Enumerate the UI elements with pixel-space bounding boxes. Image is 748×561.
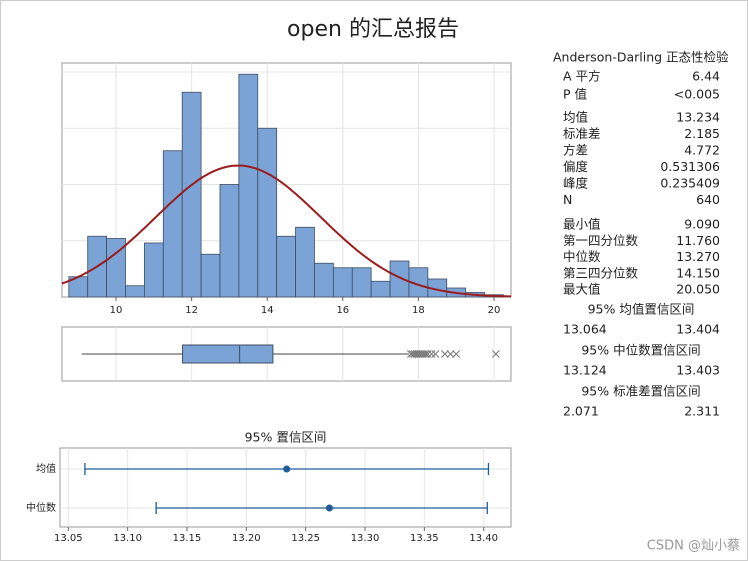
outlier (414, 350, 423, 358)
bar (332, 267, 353, 298)
stat-label: 中位数 (563, 249, 601, 264)
bar (200, 253, 221, 298)
stat-label: 均值 (563, 110, 588, 125)
bar (181, 91, 202, 298)
stat-value: <0.005 (674, 87, 720, 102)
x-tick-label: 13.25 (291, 533, 320, 544)
bar (295, 226, 315, 298)
stat-label: 最大值 (563, 282, 601, 297)
x-tick-label: 16 (336, 305, 349, 316)
bar (125, 285, 145, 298)
outlier (418, 350, 427, 358)
interval-high: 13.403 (676, 363, 720, 378)
stat-label: 方差 (563, 143, 588, 158)
interval-title: 95% 均值置信区间 (588, 302, 695, 317)
outlier (423, 350, 432, 358)
estimate-point (325, 504, 333, 512)
stat-label: N (563, 192, 572, 207)
stat-value: 0.235409 (660, 176, 720, 191)
bar (257, 127, 278, 298)
interval-low: 13.124 (563, 363, 607, 378)
bar (143, 242, 164, 298)
stat-value: 13.270 (676, 249, 720, 264)
outlier (441, 350, 449, 358)
outlier (427, 350, 436, 358)
outlier (431, 350, 440, 358)
stat-value: 14.150 (676, 265, 720, 280)
interval-high: 13.404 (676, 322, 720, 337)
stat-label: P 值 (563, 87, 587, 102)
outlier (422, 350, 430, 358)
bar (162, 150, 183, 298)
section-title: Anderson-Darling 正态性检验 (553, 50, 729, 65)
bar (276, 235, 296, 298)
outlier (406, 350, 415, 358)
x-tick-label: 13.35 (410, 533, 439, 544)
interval-low: 13.064 (563, 322, 607, 337)
x-tick-label: 13.10 (113, 533, 142, 544)
bar (106, 238, 126, 298)
interval-title: 95% 中位数置信区间 (581, 343, 700, 358)
bar (314, 262, 334, 298)
bar (370, 280, 391, 298)
watermark: CSDN @灿小蔡 (647, 539, 740, 554)
interval-title: 95% 标准差置信区间 (581, 384, 700, 399)
normal-curve (61, 164, 511, 298)
stat-label: 峰度 (563, 176, 589, 191)
outlier (492, 350, 500, 358)
x-tick-label: 12 (185, 305, 198, 316)
stat-label: 第三四分位数 (563, 265, 639, 280)
bar (351, 267, 372, 298)
stat-value: 20.050 (676, 282, 720, 297)
interval-low: 2.071 (563, 404, 599, 419)
interval-high: 2.311 (684, 404, 720, 419)
outlier (410, 350, 419, 358)
stat-label: 偏度 (563, 159, 589, 174)
stat-value: 2.185 (684, 126, 720, 141)
y-tick-label: 中位数 (26, 501, 56, 514)
outlier (416, 350, 425, 358)
stat-value: 13.234 (676, 110, 720, 125)
stat-value: 9.090 (684, 217, 720, 232)
outlier (412, 350, 421, 358)
outlier (452, 350, 461, 358)
outlier (446, 350, 455, 358)
x-tick-label: 14 (261, 305, 274, 316)
stat-label: 标准差 (563, 126, 601, 141)
box (182, 344, 274, 364)
stat-label: 第一四分位数 (563, 233, 639, 248)
bar (219, 184, 240, 298)
stat-value: 640 (696, 192, 720, 207)
outlier (420, 350, 428, 358)
bar (238, 73, 259, 298)
stat-label: 最小值 (563, 217, 601, 232)
chart-title: 95% 置信区间 (245, 430, 327, 445)
stat-label: A 平方 (563, 69, 601, 84)
outlier (408, 350, 417, 358)
estimate-point (283, 465, 291, 473)
x-tick-label: 13.15 (173, 533, 202, 544)
x-tick-label: 13.20 (232, 533, 261, 544)
y-tick-label: 均值 (36, 462, 56, 475)
x-tick-label: 10 (110, 305, 123, 316)
stat-value: 11.760 (676, 233, 720, 248)
x-tick-label: 18 (412, 305, 425, 316)
x-tick-label: 13.40 (469, 533, 498, 544)
stat-value: 0.531306 (660, 159, 720, 174)
plot-area (59, 447, 512, 528)
report-title: open 的汇总报告 (287, 17, 459, 42)
x-tick-label: 20 (488, 305, 501, 316)
bar (389, 260, 410, 298)
x-tick-label: 13.30 (351, 533, 380, 544)
x-tick-label: 13.05 (54, 533, 83, 544)
stat-value: 6.44 (692, 69, 720, 84)
stat-value: 4.772 (684, 143, 720, 158)
